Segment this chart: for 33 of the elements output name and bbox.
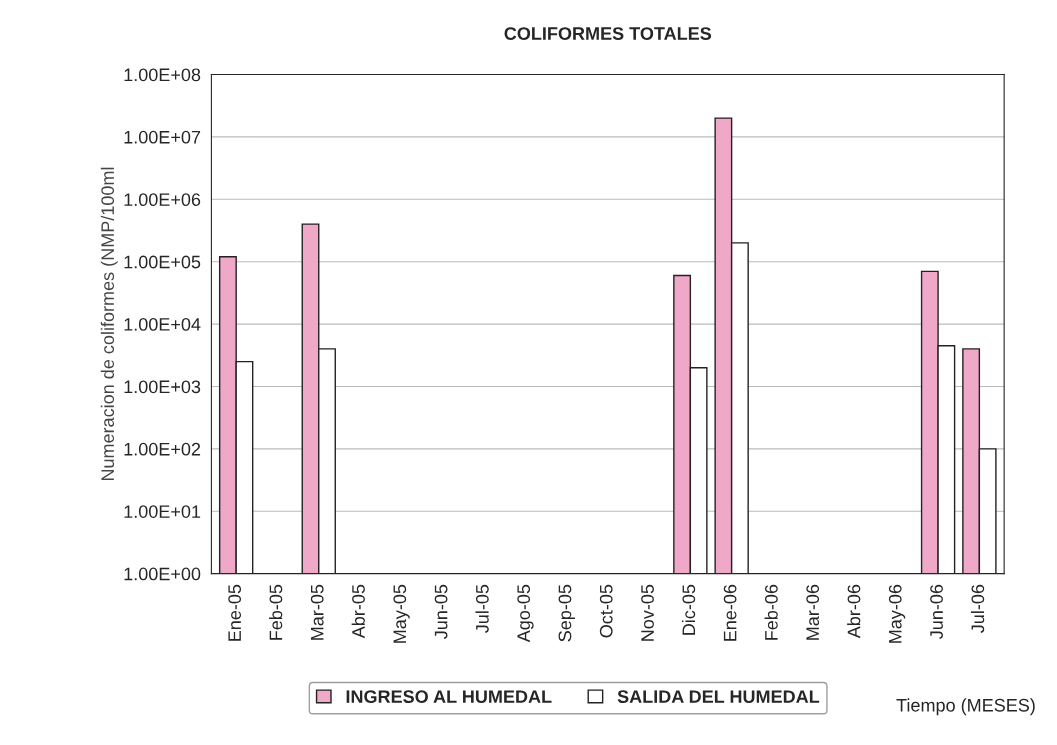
y-tick-label: 1.00E+04 (124, 318, 201, 331)
x-tick-label: Sep-05 (558, 584, 575, 642)
y-tick-label: 1.00E+08 (124, 68, 201, 82)
x-tick-label: Mar-06 (806, 584, 820, 640)
y-tick-label: 1.00E+02 (124, 442, 201, 456)
legend-label: INGRESO AL HUMEDAL (346, 690, 552, 703)
y-tick-label: 1.00E+05 (124, 255, 201, 269)
x-tick-label: Dic-05 (681, 584, 696, 635)
y-tick-label: 1.00E+07 (124, 130, 201, 144)
x-tick-label: Jun-06 (930, 584, 943, 639)
x-tick-label: Feb-05 (269, 584, 283, 640)
x-tick-label: May-05 (393, 584, 410, 643)
x-tick-label: Jul-06 (970, 584, 985, 633)
y-tick-label: 1.00E+00 (124, 567, 201, 581)
y-tick-label: 1.00E+03 (124, 380, 201, 394)
x-tick-label: Jun-05 (434, 584, 448, 639)
y-axis-title: Numeracion de coliformes (NMP/100ml (100, 167, 118, 481)
x-tick-label: Ene-06 (723, 584, 737, 641)
x-tick-label: May-06 (888, 584, 906, 643)
x-tick-label: Jul-05 (475, 584, 489, 633)
x-tick-label: Ene-05 (228, 584, 242, 641)
x-tick-label: Feb-06 (764, 584, 778, 640)
x-tick-label: Abr-06 (847, 584, 861, 639)
y-tick-label: 1.00E+06 (124, 193, 201, 207)
x-axis-title: Tiempo (MESES) (896, 698, 1035, 716)
x-tick-label: Oct-05 (599, 584, 613, 638)
x-tick-label: Mar-05 (310, 584, 324, 640)
y-tick-label: 1.00E+01 (124, 505, 201, 518)
x-tick-label: Abr-05 (351, 584, 365, 639)
chart-title: COLIFORMES TOTALES (504, 27, 712, 40)
x-tick-label: Nov-05 (641, 584, 654, 641)
legend-label: SALIDA DEL HUMEDAL (617, 690, 820, 703)
x-tick-label: Ago-05 (517, 584, 534, 643)
